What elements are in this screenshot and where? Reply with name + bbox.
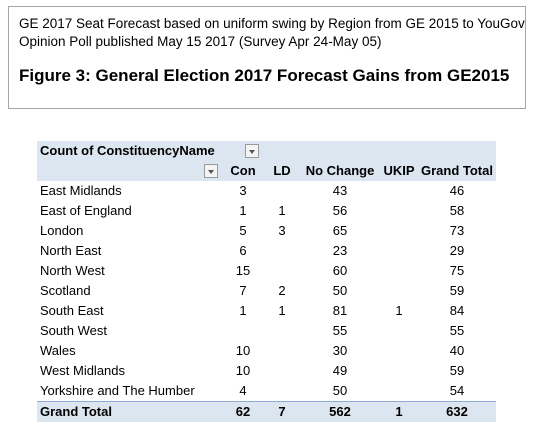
cell-ukip — [379, 341, 419, 361]
cell-no-change: 55 — [332, 323, 348, 338]
column-header-no-change: No Change — [305, 163, 375, 178]
cell-no-change: 56 — [332, 203, 348, 218]
table-row: West Midlands 10 49 59 — [37, 361, 496, 381]
cell-con: 1 — [239, 303, 247, 318]
cell-no-change: 81 — [332, 303, 348, 318]
row-label: Scotland — [40, 283, 91, 298]
row-label: West Midlands — [40, 363, 126, 378]
cell-ld — [268, 381, 296, 401]
cell-grand-total: 46 — [449, 183, 465, 198]
cell-con: 7 — [239, 283, 247, 298]
row-label: North West — [40, 263, 105, 278]
cell-ukip — [379, 381, 419, 401]
cell-no-change: 43 — [332, 183, 348, 198]
value-field-label: Count of ConstituencyName — [40, 143, 215, 158]
cell-ukip — [379, 181, 419, 201]
cell-no-change: 60 — [332, 263, 348, 278]
column-header-ukip: UKIP — [383, 163, 415, 178]
pivot-table: Count of ConstituencyName Con LD No Chan… — [37, 141, 496, 422]
row-label: London — [40, 223, 84, 238]
cell-con: 4 — [239, 383, 247, 398]
cell-ld: 2 — [278, 283, 286, 298]
table-row: East Midlands 3 43 46 — [37, 181, 496, 201]
row-label: Grand Total — [40, 404, 112, 419]
cell-grand-total: 632 — [446, 404, 468, 419]
cell-ld: 1 — [278, 203, 286, 218]
cell-grand-total: 75 — [449, 263, 465, 278]
cell-con — [224, 321, 262, 341]
cell-no-change: 50 — [332, 283, 348, 298]
row-label: South East — [40, 303, 104, 318]
column-header-grand-total: Grand Total — [421, 163, 493, 178]
table-row: Yorkshire and The Humber 4 50 54 — [37, 381, 496, 401]
table-row: Wales 10 30 40 — [37, 341, 496, 361]
cell-grand-total: 54 — [449, 383, 465, 398]
cell-no-change: 65 — [332, 223, 348, 238]
cell-ukip — [379, 221, 419, 241]
cell-con: 1 — [239, 203, 247, 218]
cell-con: 10 — [235, 363, 251, 378]
figure-title: Figure 3: General Election 2017 Forecast… — [19, 66, 510, 85]
cell-con: 3 — [239, 183, 247, 198]
row-label: East of England — [40, 203, 132, 218]
cell-no-change: 50 — [332, 383, 348, 398]
cell-no-change: 49 — [332, 363, 348, 378]
cell-grand-total: 29 — [449, 243, 465, 258]
cell-ukip — [379, 261, 419, 281]
cell-grand-total: 84 — [449, 303, 465, 318]
row-label: Yorkshire and The Humber — [40, 383, 195, 398]
cell-grand-total: 73 — [449, 223, 465, 238]
table-row: East of England 1 1 56 58 — [37, 201, 496, 221]
cell-ukip — [379, 361, 419, 381]
row-label: South West — [40, 323, 107, 338]
cell-ld — [268, 181, 296, 201]
cell-ukip: 1 — [395, 404, 403, 419]
cell-ukip — [379, 321, 419, 341]
row-label: East Midlands — [40, 183, 122, 198]
cell-no-change: 30 — [332, 343, 348, 358]
pivot-field-row: Count of ConstituencyName — [37, 141, 496, 161]
cell-con: 6 — [239, 243, 247, 258]
cell-ukip: 1 — [395, 303, 403, 318]
table-row: South West 55 55 — [37, 321, 496, 341]
cell-grand-total: 58 — [449, 203, 465, 218]
cell-ld — [268, 321, 296, 341]
cell-con: 62 — [235, 404, 251, 419]
cell-grand-total: 59 — [449, 363, 465, 378]
cell-con: 15 — [235, 263, 251, 278]
row-labels-dropdown-icon[interactable] — [204, 164, 218, 178]
table-row: London 5 3 65 73 — [37, 221, 496, 241]
table-row: North East 6 23 29 — [37, 241, 496, 261]
subtitle-line-2: Opinion Poll published May 15 2017 (Surv… — [19, 34, 382, 49]
cell-ld: 1 — [278, 303, 286, 318]
cell-grand-total: 59 — [449, 283, 465, 298]
cell-con: 5 — [239, 223, 247, 238]
cell-no-change: 23 — [332, 243, 348, 258]
cell-ukip — [379, 241, 419, 261]
cell-ld: 7 — [278, 404, 286, 419]
column-header-ld: LD — [273, 163, 291, 178]
cell-ld — [268, 361, 296, 381]
header-box: GE 2017 Seat Forecast based on uniform s… — [8, 6, 526, 109]
cell-ld: 3 — [278, 223, 286, 238]
table-row: Scotland 7 2 50 59 — [37, 281, 496, 301]
cell-ld — [268, 241, 296, 261]
column-header-row: Con LD No Change UKIP Grand Total — [37, 161, 496, 181]
row-label: Wales — [40, 343, 76, 358]
cell-ld — [268, 261, 296, 281]
cell-con: 10 — [235, 343, 251, 358]
cell-ukip — [379, 201, 419, 221]
cell-ld — [268, 341, 296, 361]
row-label: North East — [40, 243, 102, 258]
column-header-con: Con — [230, 163, 256, 178]
grand-total-row: Grand Total 62 7 562 1 632 — [37, 401, 496, 422]
filter-dropdown-icon[interactable] — [245, 144, 259, 158]
table-row: South East 1 1 81 1 84 — [37, 301, 496, 321]
cell-no-change: 562 — [329, 404, 351, 419]
cell-ukip — [379, 281, 419, 301]
table-row: North West 15 60 75 — [37, 261, 496, 281]
subtitle-line-1: GE 2017 Seat Forecast based on uniform s… — [19, 16, 525, 31]
cell-grand-total: 40 — [449, 343, 465, 358]
cell-grand-total: 55 — [449, 323, 465, 338]
